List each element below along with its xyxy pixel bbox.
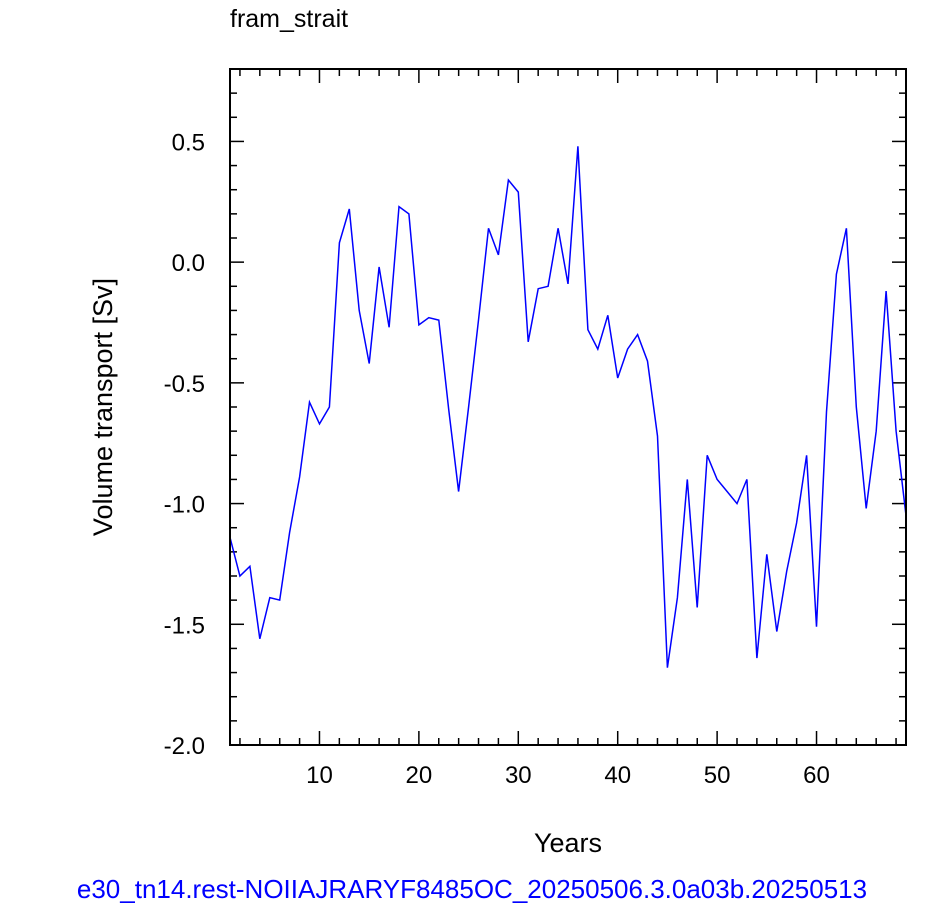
y-tick-label: -0.5 xyxy=(164,371,205,398)
x-axis-title: Years xyxy=(534,828,602,858)
chart-title: fram_strait xyxy=(230,5,348,33)
series-group xyxy=(230,146,906,668)
y-tick-label: -2.0 xyxy=(164,733,205,760)
y-tick-label: -1.0 xyxy=(164,492,205,519)
series-line-0 xyxy=(230,146,906,668)
x-tick-label: 60 xyxy=(803,762,830,789)
x-tick-label: 50 xyxy=(704,762,731,789)
y-tick-label: 0.0 xyxy=(172,250,205,277)
x-tick-label: 30 xyxy=(505,762,532,789)
x-tick-label: 10 xyxy=(306,762,333,789)
footer-label: e30_tn14.rest-NOIIAJRARYF8485OC_20250506… xyxy=(77,874,867,904)
y-tick-label: 0.5 xyxy=(172,129,205,156)
plot-frame xyxy=(229,68,907,746)
y-axis-title: Volume transport [Sv] xyxy=(88,278,118,536)
x-tick-label: 20 xyxy=(406,762,433,789)
y-tick-labels: -2.0 -1.5 -1.0 -0.5 0.0 0.5 xyxy=(164,129,205,760)
x-tick-labels: 10 20 30 40 50 60 xyxy=(306,762,830,789)
x-tick-label: 40 xyxy=(604,762,631,789)
axis-ticks xyxy=(230,68,906,746)
y-tick-label: -1.5 xyxy=(164,612,205,639)
